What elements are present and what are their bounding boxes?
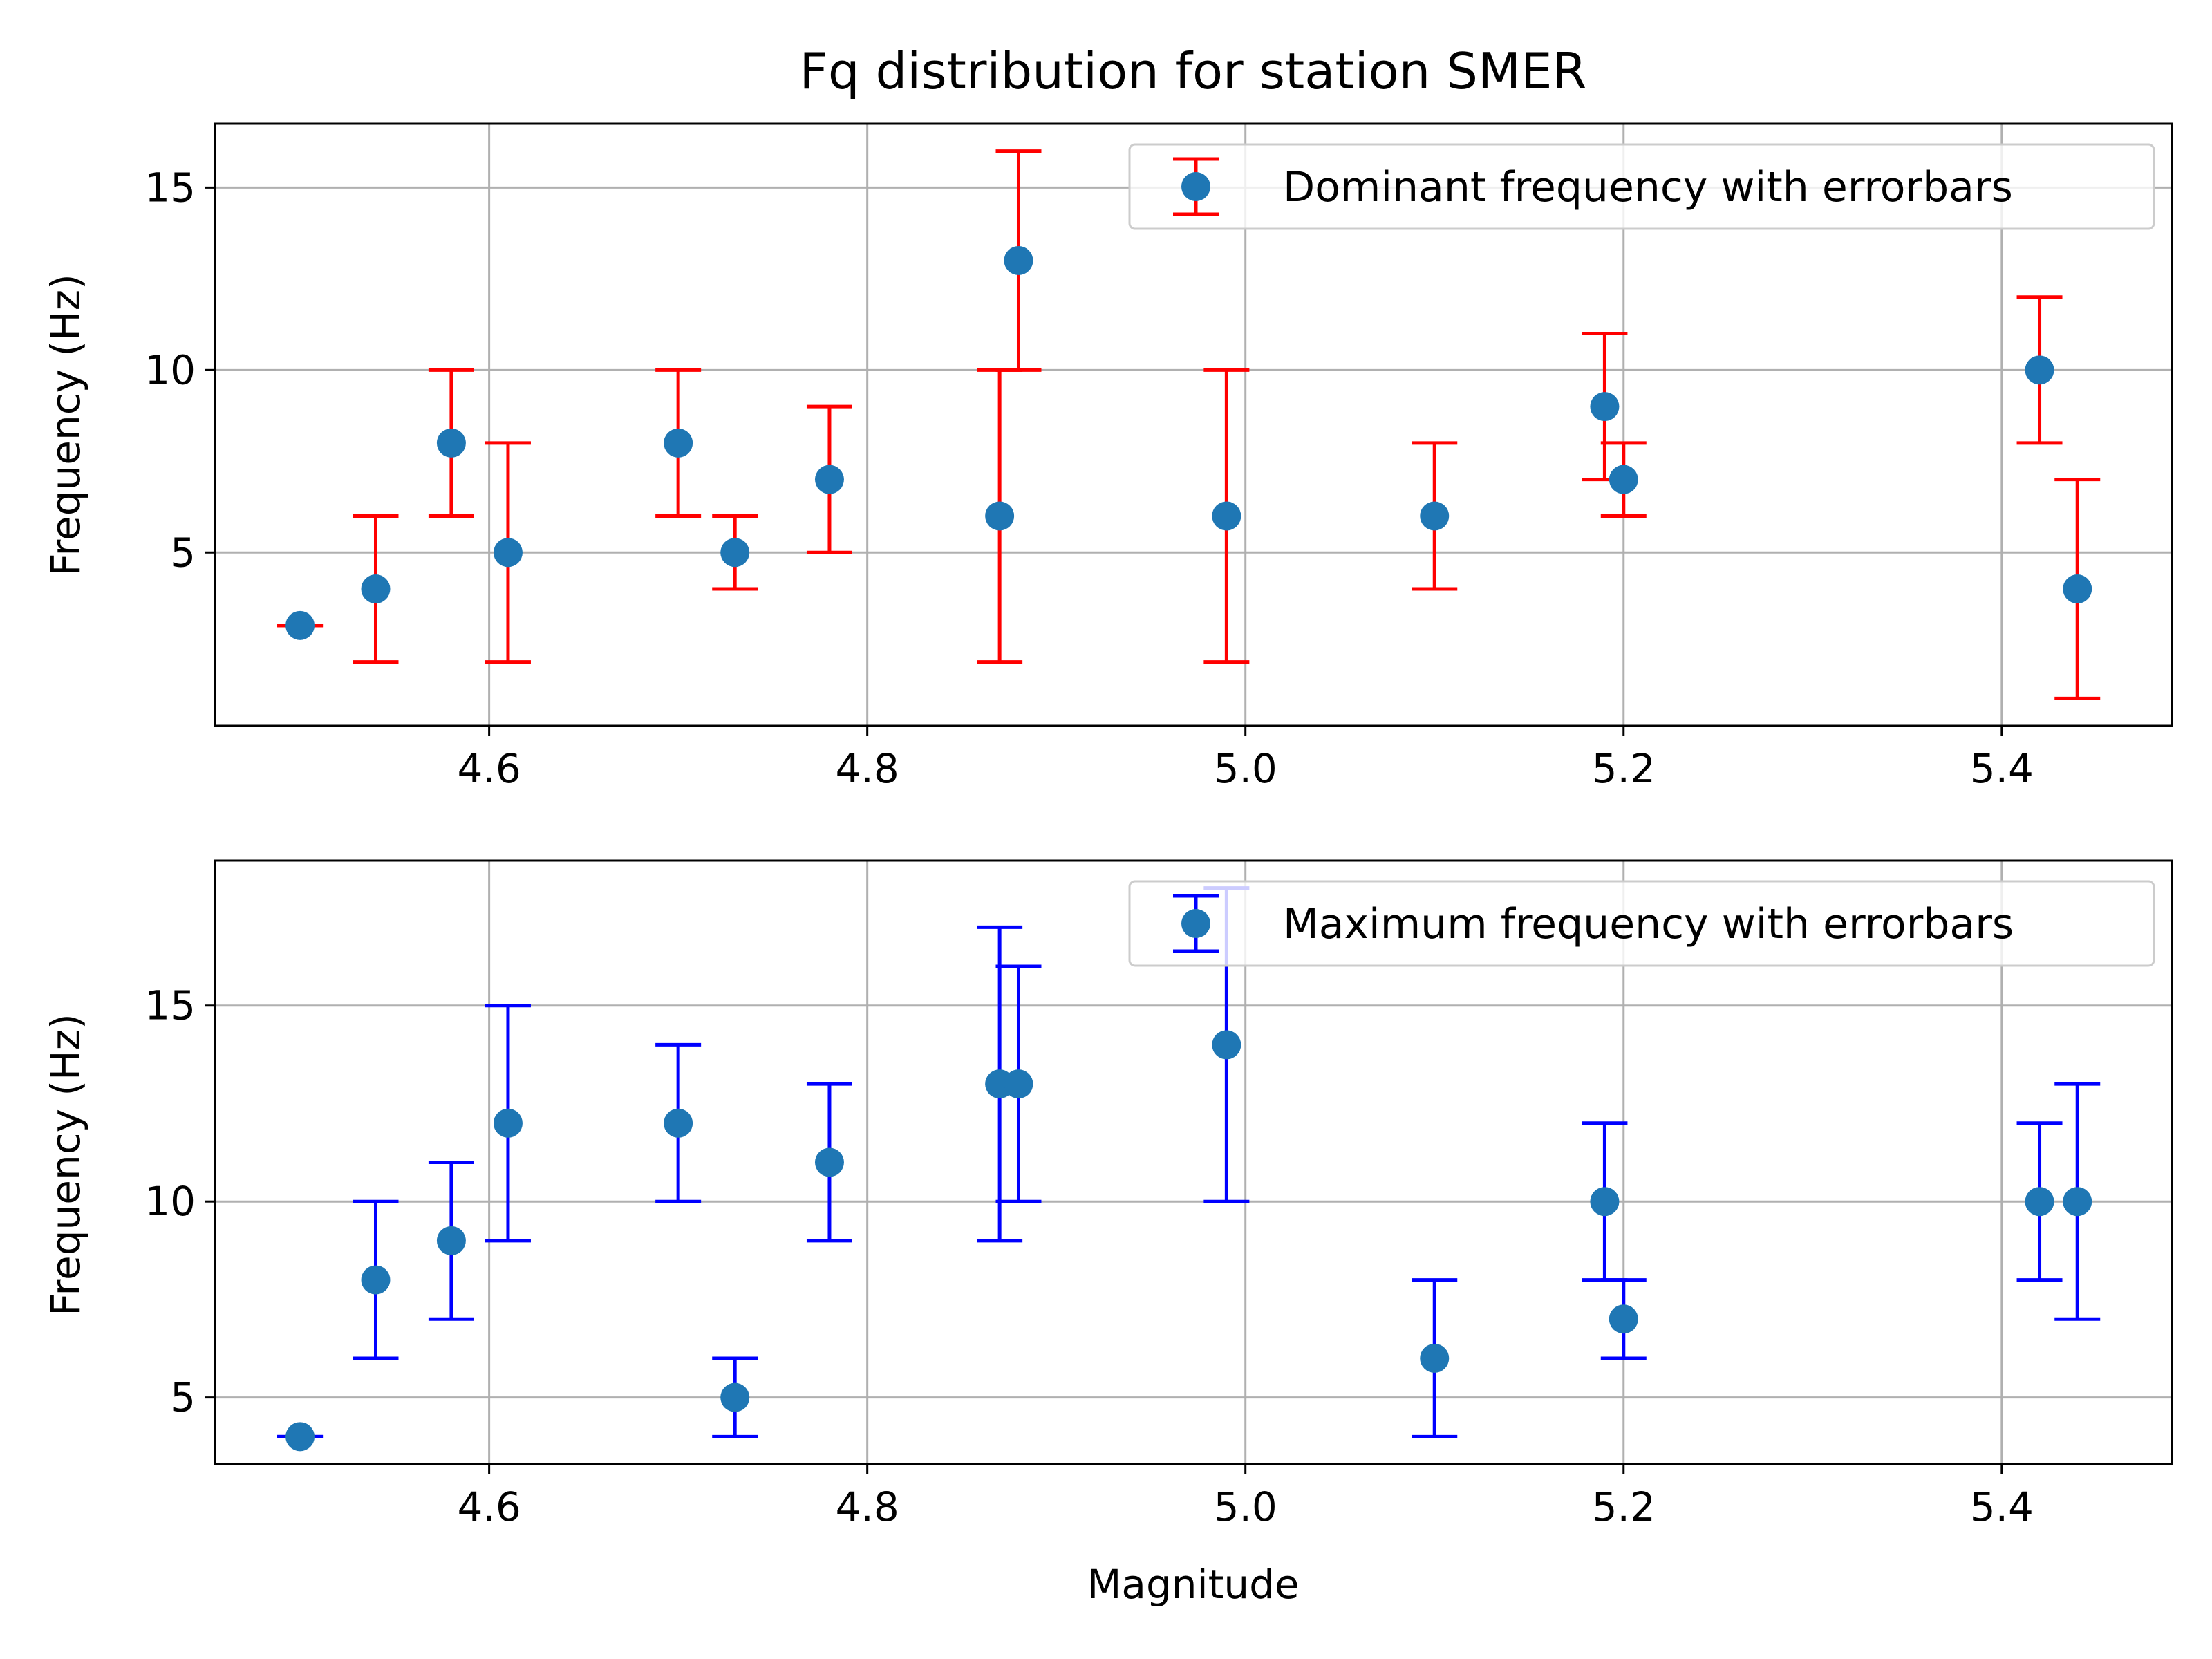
bottom-xtick-label-2: 5.0 <box>1214 1483 1277 1530</box>
bottom-data-point-8 <box>1004 1069 1033 1099</box>
top-data-point-2 <box>436 428 466 458</box>
top-data-point-7 <box>985 501 1015 531</box>
bottom-xtick-label-4: 5.4 <box>1970 1483 2034 1530</box>
bottom-data-point-14 <box>2063 1187 2092 1217</box>
top-data-point-10 <box>1420 501 1450 531</box>
bottom-data-point-2 <box>436 1226 466 1255</box>
bottom-legend-label: Maximum frequency with errorbars <box>1283 900 2014 948</box>
bottom-legend-marker <box>1181 909 1210 938</box>
top-data-point-12 <box>1609 465 1638 494</box>
top-data-point-5 <box>720 538 750 568</box>
top-xtick-label-1: 4.8 <box>836 745 899 792</box>
bottom-axes-frame <box>214 859 2173 1465</box>
top-data-point-6 <box>814 465 844 494</box>
top-ytick-label-1: 10 <box>144 346 196 393</box>
top-data-point-13 <box>2025 355 2054 385</box>
bottom-panel: Frequency (Hz) Magnitude 4.6 4.8 5.0 5.2 5.4… <box>42 859 2173 1608</box>
top-xtick-label-4: 5.4 <box>1970 745 2034 792</box>
top-legend-marker <box>1181 172 1210 201</box>
bottom-xtick-label-3: 5.2 <box>1592 1483 1656 1530</box>
top-ytick-label-0: 5 <box>170 529 196 576</box>
top-panel-ylabel: Frequency (Hz) <box>42 274 89 576</box>
bottom-panel-xlabel: Magnitude <box>1087 1561 1299 1608</box>
top-axes-frame <box>214 122 2173 727</box>
top-ytick-label-2: 15 <box>144 164 196 211</box>
top-xtick-label-3: 5.2 <box>1592 745 1656 792</box>
bottom-data-point-9 <box>1212 1030 1241 1060</box>
top-data-point-9 <box>1212 501 1241 531</box>
top-data-point-3 <box>493 538 523 568</box>
bottom-xtick-label-0: 4.6 <box>457 1483 521 1530</box>
bottom-data-point-1 <box>361 1265 391 1295</box>
bottom-data-point-5 <box>720 1382 750 1412</box>
top-data-point-8 <box>1004 245 1033 275</box>
top-data-point-1 <box>361 574 391 604</box>
bottom-ytick-label-2: 15 <box>144 982 196 1029</box>
bottom-xtick-label-1: 4.8 <box>836 1483 899 1530</box>
bottom-data-point-0 <box>285 1422 315 1452</box>
top-xtick-label-2: 5.0 <box>1214 745 1277 792</box>
bottom-data-point-6 <box>814 1147 844 1177</box>
bottom-data-point-4 <box>664 1108 693 1138</box>
bottom-data-point-13 <box>2025 1187 2054 1217</box>
top-data-point-14 <box>2063 574 2092 604</box>
top-legend-box <box>1128 143 2155 230</box>
top-data-point-11 <box>1590 392 1620 422</box>
top-data-point-4 <box>664 428 693 458</box>
bottom-data-point-10 <box>1420 1343 1450 1373</box>
bottom-data-point-11 <box>1590 1187 1620 1217</box>
top-legend-label: Dominant frequency with errorbars <box>1283 163 2013 212</box>
bottom-ytick-label-1: 10 <box>144 1178 196 1225</box>
bottom-legend-box <box>1128 880 2155 967</box>
bottom-panel-ylabel: Frequency (Hz) <box>42 1013 89 1315</box>
top-xtick-label-0: 4.6 <box>457 745 521 792</box>
bottom-data-point-3 <box>493 1108 523 1138</box>
top-panel: Frequency (Hz) 4.6 4.8 5.0 5.2 5.4 5 10 15 Domin… <box>42 122 2173 792</box>
bottom-data-point-12 <box>1609 1304 1638 1334</box>
bottom-ytick-label-0: 5 <box>170 1374 196 1421</box>
top-data-point-0 <box>285 610 315 640</box>
figure-title: Fq distribution for station SMER <box>799 42 1586 100</box>
